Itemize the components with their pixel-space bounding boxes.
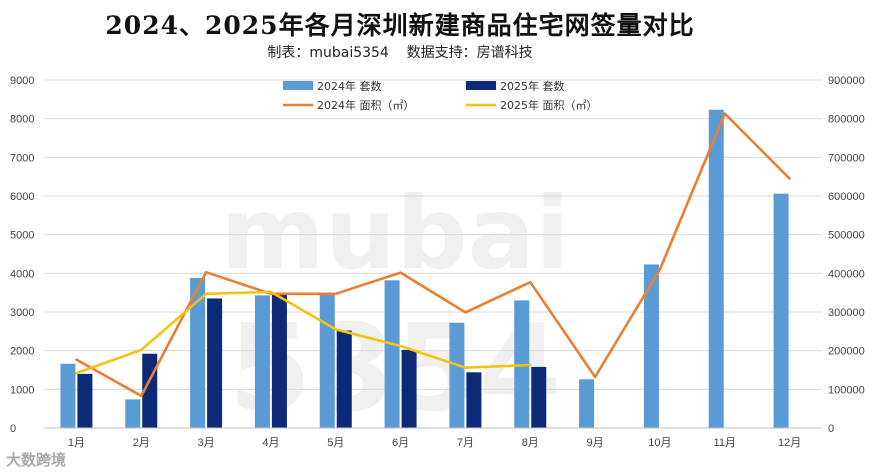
legend-label-2: 2024年 面积（㎡） xyxy=(317,98,415,112)
line-series-3 xyxy=(75,290,532,375)
left-axis-tick-label: 7000 xyxy=(10,152,34,164)
legend-label-3: 2025年 面积（㎡） xyxy=(500,98,598,112)
bar-2024-10 xyxy=(643,264,659,428)
left-axis-tick-label: 3000 xyxy=(10,307,34,319)
bar-2024-9 xyxy=(579,379,595,428)
right-axis-tick-label: 200000 xyxy=(828,346,865,358)
left-axis-tick-label: 8000 xyxy=(10,114,34,126)
bar-2024-11 xyxy=(708,109,724,429)
watermark-main: mubai xyxy=(221,175,570,292)
line-series-2 xyxy=(75,112,791,398)
bar-2025-3 xyxy=(207,298,223,428)
right-axis-tick-label: 400000 xyxy=(828,268,865,280)
x-axis-tick-label: 5月 xyxy=(327,437,344,449)
bar-2024-2 xyxy=(125,399,141,428)
bar-2024-4 xyxy=(254,295,270,428)
bar-2024-7 xyxy=(449,322,465,428)
legend-label-1: 2025年 套数 xyxy=(500,79,565,93)
x-axis-tick-label: 6月 xyxy=(392,437,409,449)
legend-label-0: 2024年 套数 xyxy=(317,79,382,93)
left-axis-tick-label: 0 xyxy=(10,423,16,435)
x-axis-tick-label: 10月 xyxy=(648,437,671,449)
left-axis-tick-label: 5000 xyxy=(10,230,34,242)
left-axis-tick-label: 9000 xyxy=(10,75,34,87)
lines xyxy=(75,112,791,398)
right-axis: 0 100000 200000 300000 400000 500000 600000 700… xyxy=(828,75,865,435)
bar-2024-12 xyxy=(773,193,789,428)
legend-swatch-1 xyxy=(466,81,496,90)
legend-swatch-0 xyxy=(283,81,313,90)
left-axis-tick-label: 6000 xyxy=(10,191,34,203)
x-axis-tick-label: 8月 xyxy=(522,437,539,449)
right-axis-tick-label: 900000 xyxy=(828,75,865,87)
logo-watermark: 大数跨境 xyxy=(6,451,67,469)
bar-2025-8 xyxy=(531,366,547,428)
x-axis-tick-label: 11月 xyxy=(714,437,736,449)
bar-2025-5 xyxy=(336,330,352,428)
x-axis-tick-label: 4月 xyxy=(262,437,279,449)
bar-2024-3 xyxy=(190,277,206,428)
x-axis: 1月 2月 3月 4月 5月 6月 7月 8月 9月 10月 11月 12月 xyxy=(44,427,822,449)
bar-2025-1 xyxy=(77,373,93,428)
left-axis-tick-label: 4000 xyxy=(10,268,34,280)
right-axis-tick-label: 0 xyxy=(828,423,834,435)
x-axis-tick-label: 1月 xyxy=(68,437,85,449)
right-axis-tick-label: 800000 xyxy=(828,114,865,126)
right-axis-tick-label: 700000 xyxy=(828,152,865,164)
bar-2024-6 xyxy=(384,280,400,428)
chart-title: 2024、2025年各月深圳新建商品住宅网签量对比 xyxy=(105,11,695,40)
bar-2024-5 xyxy=(319,294,335,428)
bar-2025-4 xyxy=(271,293,287,428)
right-axis-tick-label: 500000 xyxy=(828,230,865,242)
x-axis-tick-label: 3月 xyxy=(198,437,215,449)
left-axis: 0 1000 2000 3000 4000 5000 6000 7000 8000 9000 xyxy=(10,75,34,435)
legend: 2024年 套数 2025年 套数 2024年 面积（㎡） 2025年 面积（㎡） xyxy=(283,79,598,112)
bar-2025-7 xyxy=(466,372,482,428)
x-axis-tick-label: 12月 xyxy=(778,437,801,449)
bar-2024-1 xyxy=(60,363,76,428)
x-axis-tick-label: 9月 xyxy=(587,437,604,449)
right-axis-tick-label: 600000 xyxy=(828,191,865,203)
right-axis-tick-label: 300000 xyxy=(828,307,865,319)
x-axis-tick-label: 2月 xyxy=(133,437,150,449)
chart-subtitle: 制表：mubai5354 数据支持：房谱科技 xyxy=(267,45,533,61)
left-axis-tick-label: 1000 xyxy=(10,384,34,396)
x-axis-tick-label: 7月 xyxy=(457,437,474,449)
bar-2025-6 xyxy=(401,349,417,428)
right-axis-tick-label: 100000 xyxy=(828,384,865,396)
left-axis-tick-label: 2000 xyxy=(10,346,34,358)
